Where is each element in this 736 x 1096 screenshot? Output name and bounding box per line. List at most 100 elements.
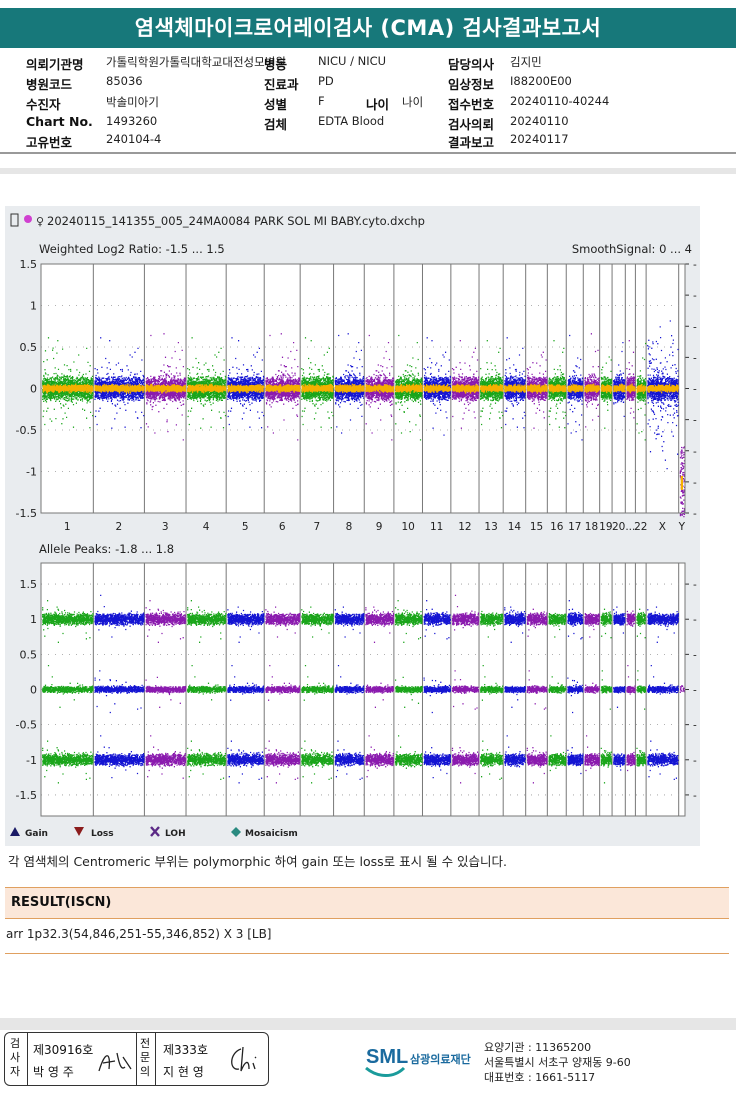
file-name: 20240115_141355_005_24MA0084 PARK SOL MI…: [47, 214, 425, 228]
data-points-chr-18: [584, 612, 600, 772]
x-tick-label: 8: [346, 521, 353, 533]
company-line2: 서울특별시 서초구 양재동 9-60: [484, 1056, 631, 1069]
right-tick-label: - 1.5: [693, 579, 700, 591]
info-value: 1493260: [106, 114, 158, 128]
smooth-signal-chr-7: [301, 383, 334, 393]
footer-band: [0, 1018, 736, 1030]
y-tick-label: -1: [26, 466, 37, 479]
smooth-signal-chr-9: [365, 384, 395, 394]
x-tick-label: 9: [376, 521, 383, 533]
smooth-signal-chr-Y: [680, 475, 683, 490]
result-divider: [5, 953, 729, 954]
right-tick-label: - 3.5: [693, 290, 700, 302]
bottom-plot-title: Allele Peaks: -1.8 ... 1.8: [39, 542, 174, 556]
smooth-signal-chr-19: [600, 384, 613, 394]
info-value: 가톨릭학원가톨릭대학교대전성모병원: [106, 55, 286, 69]
info-value: NICU / NICU: [318, 54, 387, 68]
specialist-signature: [231, 1046, 257, 1072]
cma-chart: ♀ 20240115_141355_005_24MA0084 PARK SOL M…: [10, 213, 700, 839]
info-value: 20240117: [510, 132, 569, 146]
smooth-signal-chr-15: [526, 383, 548, 394]
company-info: 요양기관 : 11365200 서울특별시 서초구 양재동 9-60 대표번호 …: [484, 1040, 631, 1085]
info-label: 검체: [264, 117, 288, 132]
info-label: 검사의뢰: [448, 117, 495, 132]
x-tick-label: 20: [612, 521, 625, 533]
data-points-chr-1: [42, 600, 94, 784]
data-points-chr-17: [567, 600, 584, 775]
x-tick-label: X: [659, 521, 666, 533]
inspector-signature: [98, 1052, 132, 1072]
specialist-label: 전문의: [139, 1037, 151, 1078]
y-tick-label: -0.5: [16, 719, 37, 732]
x-tick-label: 1: [64, 521, 71, 533]
data-points-chr-6: [265, 606, 301, 784]
y-tick-label: -1: [26, 754, 37, 767]
x-tick-label: 11: [430, 521, 443, 533]
info-label: 의뢰기관명: [26, 57, 84, 72]
loss-icon: [74, 827, 84, 836]
info-label: 진료과: [264, 77, 299, 92]
specialist-name: 지 현 영: [163, 1065, 204, 1079]
legend-gain: Gain: [25, 829, 48, 839]
x-tick-label: 10: [402, 521, 415, 533]
legend-loss: Loss: [91, 829, 114, 839]
info-value: 박솔미아기: [106, 95, 159, 109]
smooth-signal-chr-11: [423, 383, 452, 393]
info-value: I88200E00: [510, 74, 572, 88]
sign-divider: [155, 1033, 156, 1085]
data-points-chr-12: [451, 594, 480, 784]
x-tick-label: 16: [550, 521, 564, 533]
smooth-signal-chr-4: [187, 383, 227, 394]
legend-loh: LOH: [165, 829, 186, 839]
data-points-chr-5: [227, 606, 265, 784]
info-value: 85036: [106, 74, 143, 88]
right-tick-label: - 0: [693, 685, 700, 697]
y-tick-label: -1.5: [16, 507, 37, 520]
data-points-chr-2: [94, 594, 145, 779]
data-points-chr-15: [526, 608, 548, 784]
x-tick-label: 4: [203, 521, 210, 533]
x-tick-label: 19: [599, 521, 612, 533]
plot-border: [40, 562, 686, 817]
smooth-signal-chr-16: [548, 384, 567, 394]
female-icon: ♀: [36, 215, 44, 228]
data-points-chr-9: [365, 606, 395, 778]
data-points-chr-20: [613, 606, 626, 771]
smooth-signal-chr-22: [636, 383, 647, 394]
x-tick-label: 7: [314, 521, 321, 533]
x-tick-label: 13: [484, 521, 497, 533]
info-value: 김지민: [510, 55, 542, 69]
y-tick-label: 1: [30, 300, 37, 313]
info-label: 고유번호: [26, 135, 73, 150]
info-label: 병동: [264, 57, 288, 72]
signature-box: 검사자 제30916호 박 영 주 전문의 제333호 지 현 영: [4, 1032, 269, 1086]
header-divider: [0, 152, 736, 154]
x-tick-label: 17: [568, 521, 581, 533]
smooth-signal-chr-8: [334, 383, 365, 394]
smooth-signal-chr-1: [42, 383, 94, 394]
age-label: 나이: [366, 97, 390, 112]
info-value: F: [318, 94, 325, 108]
report-title: 염색체마이크로어레이검사 (CMA) 검사결과보고서: [0, 8, 736, 48]
file-icon: [10, 213, 19, 227]
company-line3: 대표번호 : 1661-5117: [484, 1071, 596, 1084]
right-tick-label: - 2: [693, 384, 700, 396]
smooth-signal-chr-10: [395, 383, 423, 394]
company-line1: 요양기관 : 11365200: [484, 1041, 592, 1054]
smooth-signal-chr-17: [567, 383, 584, 393]
smooth-signal-chr-20: [613, 383, 626, 393]
data-points-chr-16: [548, 612, 567, 772]
smooth-signal-chr-12: [451, 383, 480, 394]
smooth-signal-chr-18: [584, 383, 600, 394]
data-points-chr-13: [480, 610, 504, 781]
right-tick-label: - 4: [693, 259, 700, 271]
data-points-chr-10: [394, 600, 423, 769]
legend-mosaicism: Mosaicism: [245, 829, 298, 839]
info-label: 접수번호: [448, 97, 495, 112]
right-tick-label: - 3: [693, 321, 700, 333]
info-value: 240104-4: [106, 132, 162, 146]
right-tick-label: - -1.5: [693, 790, 700, 802]
company-name: 삼광의료재단: [410, 1052, 471, 1066]
info-label: 성별: [264, 97, 288, 112]
data-points-chr-14: [504, 606, 526, 768]
